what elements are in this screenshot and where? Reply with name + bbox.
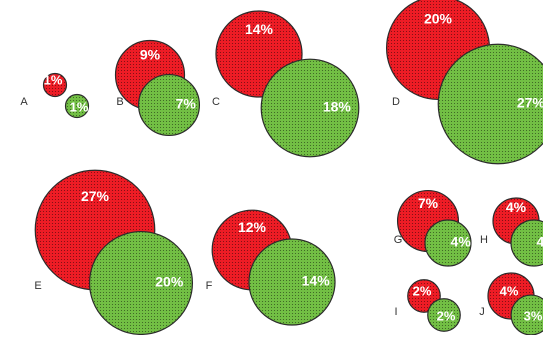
green-bubble-texture <box>511 295 543 335</box>
bubble-pair-j: 4% 3% J <box>479 272 543 336</box>
bubble-pair-b: 9% 7% B <box>114 39 201 137</box>
red-value-label: 12% <box>238 219 267 235</box>
pair-letter: I <box>394 306 397 318</box>
pair-letter: J <box>479 306 485 318</box>
pair-letter: C <box>212 96 220 108</box>
bubble-pair-e: 27% 20% E <box>34 169 194 336</box>
bubble-pair-h: 4% 4% H <box>480 197 543 267</box>
red-value-label: 4% <box>506 199 527 215</box>
pair-letter: B <box>116 96 123 108</box>
red-bubble-texture <box>44 74 66 96</box>
green-value-label: 4% <box>451 234 472 250</box>
pair-letter: G <box>394 234 403 246</box>
green-bubble-texture <box>511 220 543 266</box>
green-bubble-texture <box>66 95 88 117</box>
green-value-label: 18% <box>323 99 352 115</box>
green-value-label: 27% <box>517 95 543 111</box>
red-value-label: 14% <box>245 21 274 37</box>
green-bubble-texture <box>249 239 335 325</box>
pair-letter: D <box>392 96 400 108</box>
green-bubble-texture <box>139 75 199 135</box>
green-value-label: 1% <box>70 99 89 114</box>
red-value-label: 1% <box>44 72 63 87</box>
green-bubble-texture <box>438 44 543 164</box>
green-bubble-texture <box>261 59 359 157</box>
green-value-label: 4% <box>537 234 543 250</box>
bubble-pair-f: 12% 14% F <box>206 209 336 326</box>
bubble-pair-i: 2% 2% I <box>394 279 461 332</box>
red-value-label: 9% <box>140 47 161 63</box>
bubble-pair-g: 7% 4% G <box>394 189 472 267</box>
red-value-label: 4% <box>500 283 519 298</box>
pair-letter: A <box>20 96 28 108</box>
green-value-label: 2% <box>437 308 456 323</box>
bubble-pair-c: 14% 18% C <box>212 10 360 158</box>
green-bubble-texture <box>428 299 460 331</box>
pair-letter: E <box>34 280 41 292</box>
bubble-pair-d: 20% 27% D <box>385 0 543 165</box>
pair-letter: F <box>206 280 213 292</box>
red-value-label: 2% <box>413 283 432 298</box>
red-value-label: 7% <box>418 195 439 211</box>
green-value-label: 20% <box>155 274 184 290</box>
red-value-label: 20% <box>424 10 453 26</box>
bubble-pair-a: 1% 1% A <box>20 72 90 119</box>
green-bubble-texture <box>425 220 471 266</box>
red-value-label: 27% <box>81 188 110 204</box>
green-value-label: 14% <box>302 273 331 289</box>
green-value-label: 3% <box>524 308 543 323</box>
green-bubble-texture <box>90 232 192 334</box>
pair-letter: H <box>480 234 488 246</box>
green-value-label: 7% <box>176 96 197 112</box>
